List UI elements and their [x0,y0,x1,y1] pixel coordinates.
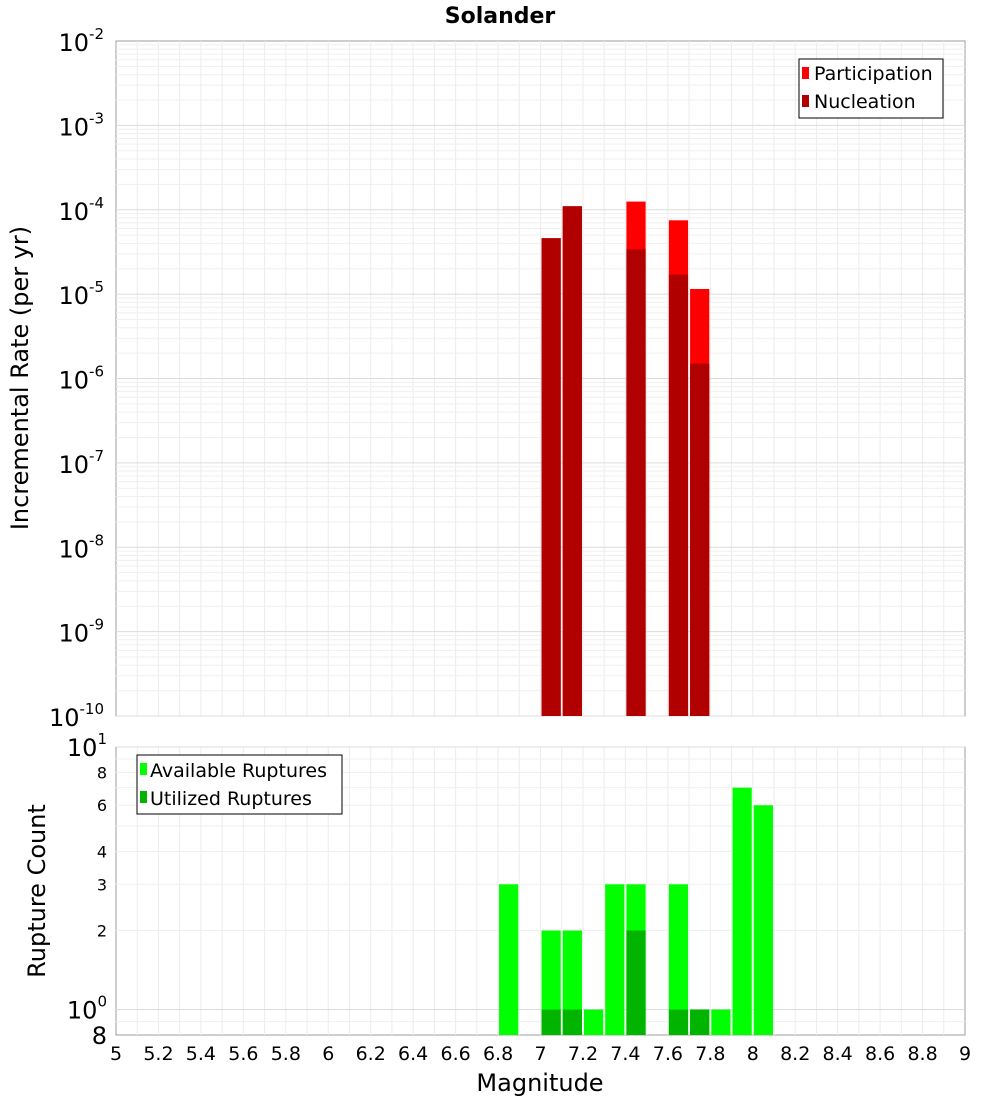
available-bar [605,884,625,1035]
available-bar [753,805,773,1035]
y-tick-label: 10-2 [58,25,104,57]
x-tick-label: 6.6 [440,1043,470,1065]
top-y-tick-labels: 10-2 10-3 10-4 10-5 10-6 10-7 10-8 10-9 10-10 [49,25,104,732]
bottom-legend: Available Ruptures Utilized Ruptures [136,754,343,815]
utilized-bar [541,1009,561,1035]
bottom-available-bars [499,787,773,1035]
x-tick-label: 8 [747,1043,759,1065]
utilized-bar [668,1009,689,1035]
top-y-axis-label: Incremental Rate (per yr) [6,226,34,530]
nucleation-bar [562,206,582,716]
y-tick-label: 8 [92,1022,107,1050]
y-tick-label: 10-9 [58,616,104,648]
legend-label-available: Available Ruptures [150,760,327,782]
y-tick-label: 10-6 [58,363,104,395]
x-tick-label: 6.8 [483,1043,513,1065]
top-legend-box [798,58,944,119]
x-tick-label: 8.8 [907,1043,937,1065]
x-tick-label: 8.4 [823,1043,853,1065]
available-bar [711,1009,731,1035]
y-tick-label: 10-10 [49,700,104,732]
y-tick-label: 10-3 [58,109,104,141]
bottom-legend-box [136,754,343,815]
legend-swatch-available [140,763,147,775]
legend-swatch-participation [802,67,809,79]
x-axis-label: Magnitude [476,1069,603,1097]
available-bar [583,1009,604,1035]
x-tick-label: 9 [959,1043,971,1065]
available-bar [562,930,582,1035]
top-legend: Participation Nucleation [798,58,944,119]
y-tick-label: 2 [97,922,107,941]
nucleation-bar [626,249,646,716]
nucleation-bar [541,238,561,716]
top-panel: 10-2 10-3 10-4 10-5 10-6 10-7 10-8 10-9 10-10 In… [6,25,966,732]
top-grid [116,41,965,717]
utilized-bar [626,930,646,1035]
y-tick-label: 101 [67,730,107,762]
x-tick-label: 7.6 [653,1043,683,1065]
available-bar [732,787,752,1035]
nucleation-bar [668,274,689,716]
x-tick-label: 7.4 [610,1043,640,1065]
utilized-bar [562,1009,582,1035]
legend-swatch-utilized [140,791,147,803]
x-tick-label: 6.2 [356,1043,386,1065]
legend-label-nucleation: Nucleation [814,91,916,113]
x-tick-label: 7.8 [695,1043,725,1065]
top-nucleation-bars [541,206,710,716]
x-tick-labels: 5 5.2 5.4 5.6 5.8 6 6.2 6.4 6.6 6.8 7 7.2 7.4 7.6 7.8 8… [110,1043,971,1065]
utilized-bar [690,1009,710,1035]
x-tick-label: 6.4 [398,1043,428,1065]
y-tick-label: 100 [67,993,107,1025]
y-tick-label: 10-7 [58,447,104,479]
x-tick-label: 8.6 [865,1043,895,1065]
available-bar [668,884,689,1035]
x-tick-label: 8.2 [780,1043,810,1065]
x-tick-label: 5.8 [271,1043,301,1065]
y-tick-label: 6 [97,796,107,815]
chart-title: Solander [445,4,556,29]
y-tick-label: 10-4 [58,194,104,226]
available-bar [541,930,561,1035]
legend-label-utilized: Utilized Ruptures [150,788,312,810]
legend-swatch-nucleation [802,95,809,107]
bottom-y-axis-label: Rupture Count [23,804,51,978]
nucleation-bar [690,363,710,716]
bottom-utilized-bars [541,930,710,1035]
y-tick-label: 10-5 [58,278,104,310]
x-tick-label: 6 [322,1043,334,1065]
y-tick-label: 10-8 [58,531,104,563]
x-tick-label: 5.4 [186,1043,216,1065]
legend-label-participation: Participation [814,63,933,85]
x-tick-label: 5 [110,1043,122,1065]
x-tick-label: 7 [534,1043,546,1065]
y-tick-label: 4 [97,842,107,861]
y-tick-label: 8 [97,763,107,782]
available-bar [499,884,519,1035]
x-tick-label: 5.6 [228,1043,258,1065]
x-tick-label: 5.2 [143,1043,173,1065]
x-tick-label: 7.2 [568,1043,598,1065]
y-tick-label: 3 [97,875,107,894]
